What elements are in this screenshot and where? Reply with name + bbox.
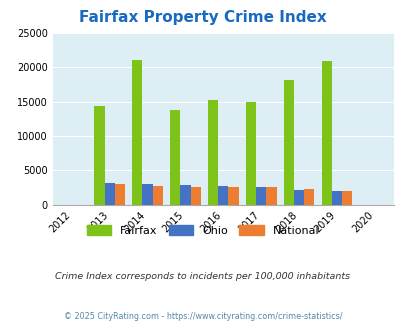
Legend: Fairfax, Ohio, National: Fairfax, Ohio, National (82, 220, 323, 240)
Bar (170, 110, 180, 205)
Bar (256, 187, 266, 205)
Text: Fairfax Property Crime Index: Fairfax Property Crime Index (79, 10, 326, 25)
Bar (245, 102, 256, 205)
Bar (104, 183, 115, 205)
Bar (331, 190, 341, 205)
Bar (152, 186, 162, 205)
Bar (293, 190, 303, 205)
Bar (283, 81, 293, 205)
Bar (190, 187, 200, 205)
Bar (341, 190, 352, 205)
Bar (180, 185, 190, 205)
Bar (132, 60, 142, 205)
Bar (266, 187, 276, 205)
Bar (115, 184, 125, 205)
Bar (142, 184, 152, 205)
Bar (207, 100, 217, 205)
Bar (217, 186, 228, 205)
Bar (303, 189, 313, 205)
Text: © 2025 CityRating.com - https://www.cityrating.com/crime-statistics/: © 2025 CityRating.com - https://www.city… (64, 312, 341, 321)
Text: Crime Index corresponds to incidents per 100,000 inhabitants: Crime Index corresponds to incidents per… (55, 272, 350, 281)
Bar (321, 61, 331, 205)
Bar (94, 107, 104, 205)
Bar (228, 187, 238, 205)
